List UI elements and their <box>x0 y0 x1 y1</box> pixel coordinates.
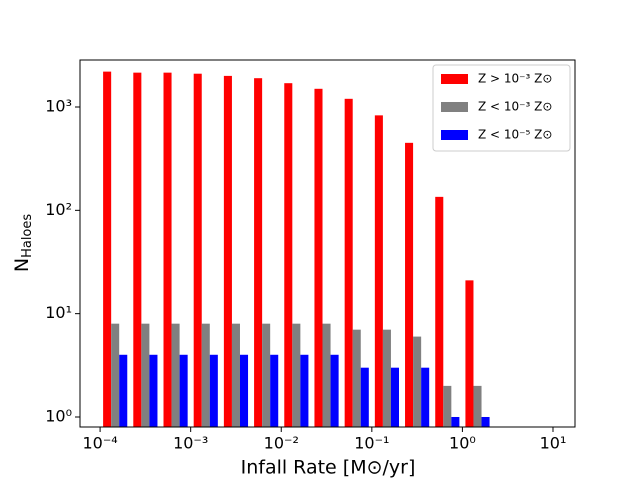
bar <box>443 385 452 427</box>
bar <box>330 354 339 427</box>
legend-label: Z < 10⁻³ Z⊙ <box>478 100 552 114</box>
x-axis-label: Infall Rate [M⊙/yr] <box>241 457 416 479</box>
bar <box>133 72 142 427</box>
x-tick-label: 10¹ <box>540 434 567 453</box>
bar <box>390 367 399 427</box>
bar <box>413 336 422 427</box>
bar <box>322 323 331 427</box>
bar <box>300 354 309 427</box>
bar <box>193 73 202 427</box>
y-tick-label: 10⁰ <box>45 406 72 425</box>
bar <box>405 142 414 427</box>
x-tick-label: 10⁰ <box>449 434 476 453</box>
y-tick-label: 10³ <box>45 96 72 115</box>
bar <box>119 354 128 427</box>
legend-box <box>432 64 571 152</box>
bar <box>360 367 369 427</box>
bar <box>209 354 218 427</box>
y-label-sub: Haloes <box>20 214 35 258</box>
bar <box>382 329 391 427</box>
bar <box>292 323 301 427</box>
legend-label: Z < 10⁻⁵ Z⊙ <box>478 128 552 142</box>
y-tick-label: 10¹ <box>45 303 72 322</box>
y-tick-label: 10² <box>45 200 72 219</box>
legend-swatch <box>441 130 468 140</box>
bar <box>201 323 210 427</box>
legend-swatch <box>441 74 468 84</box>
bar <box>171 323 180 427</box>
legend-label: Z > 10⁻³ Z⊙ <box>478 72 552 86</box>
x-tick-label: 10⁻¹ <box>354 434 389 453</box>
bar <box>473 385 482 427</box>
bar <box>149 354 158 427</box>
bar <box>352 329 361 427</box>
y-label-main: N <box>11 258 33 272</box>
bar <box>374 115 383 427</box>
x-tick-label: 10⁻² <box>264 434 299 453</box>
y-axis-label: NHaloes <box>11 214 35 273</box>
bar <box>435 196 444 427</box>
axes-frame <box>79 59 576 428</box>
bar <box>481 416 490 427</box>
legend-swatch <box>441 102 468 112</box>
bar <box>270 354 279 427</box>
bar <box>284 83 293 428</box>
bar <box>314 88 323 427</box>
bar <box>179 354 188 427</box>
bar <box>239 354 249 427</box>
bar <box>111 323 120 427</box>
bar <box>163 72 172 427</box>
x-tick-label: 10⁻³ <box>173 434 208 453</box>
x-tick-label: 10⁻⁴ <box>82 434 117 453</box>
bar <box>254 78 263 427</box>
bar <box>223 75 232 428</box>
bar <box>231 323 240 427</box>
bar <box>262 323 271 427</box>
bar <box>465 280 474 427</box>
bar <box>344 98 353 428</box>
bar <box>141 323 150 427</box>
bar <box>421 367 430 427</box>
bar <box>451 416 460 427</box>
bar <box>103 71 112 428</box>
